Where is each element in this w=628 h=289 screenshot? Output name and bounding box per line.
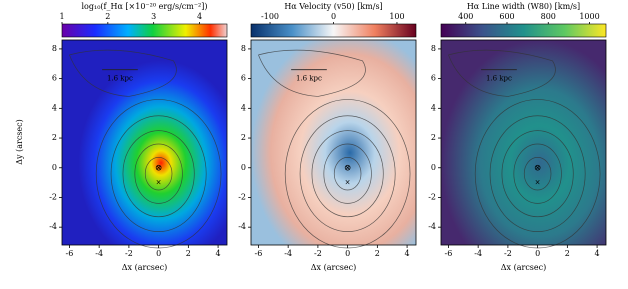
marker: ×	[345, 179, 351, 187]
map-image	[251, 40, 416, 245]
y-tick-label: -4	[49, 222, 57, 231]
x-axis-label: Δx (arcsec)	[311, 263, 356, 272]
y-tick-label: -2	[238, 192, 246, 201]
contour	[523, 157, 552, 191]
marker: ×	[156, 179, 162, 187]
colorbar-label: log₁₀(f_Hα [×10⁻²⁰ erg/s/cm⁻²])	[81, 2, 207, 11]
y-tick-label: 6	[431, 74, 436, 83]
y-tick-label: 0	[52, 163, 57, 172]
colorbar-tick-label: 400	[458, 12, 473, 21]
y-tick-label: 2	[52, 133, 57, 142]
x-tick-label: -2	[314, 249, 322, 258]
y-tick-label: 8	[431, 44, 436, 53]
x-tick-label: -6	[66, 249, 74, 258]
contour	[69, 49, 177, 97]
contour	[513, 143, 562, 204]
y-tick-label: -2	[428, 192, 436, 201]
contour	[333, 157, 362, 191]
y-tick-label: 0	[241, 163, 246, 172]
y-tick-label: 8	[52, 44, 57, 53]
contour	[122, 130, 195, 218]
y-tick-label: 4	[241, 103, 246, 112]
annotation: 1.6 kpc	[296, 75, 322, 83]
map-image	[441, 40, 606, 245]
marker: ⊗	[344, 163, 352, 173]
marker: ⊗	[155, 163, 163, 173]
y-tick-label: -4	[238, 222, 246, 231]
contour	[144, 157, 173, 191]
x-tick-label: 0	[156, 249, 161, 258]
contour	[258, 49, 366, 97]
x-tick-label: -2	[504, 249, 512, 258]
map-image	[62, 40, 227, 245]
colorbar	[61, 23, 228, 38]
y-tick-label: -4	[428, 222, 436, 231]
contour	[110, 115, 207, 232]
colorbar-tick-label: 1	[59, 12, 64, 21]
x-tick-label: 4	[216, 249, 221, 258]
colorbar-tick-label: 100	[389, 12, 404, 21]
contour	[323, 143, 372, 204]
plot-frame	[440, 39, 607, 246]
contour	[448, 49, 556, 97]
plot-frame	[250, 39, 417, 246]
x-tick-label: 4	[405, 249, 410, 258]
marker: ⊗	[534, 163, 542, 173]
annotation: 1.6 kpc	[107, 75, 133, 83]
plot-frame	[61, 39, 228, 246]
x-tick-label: -4	[284, 249, 292, 258]
colorbar-tick-label: -100	[261, 12, 279, 21]
x-tick-label: 2	[375, 249, 380, 258]
y-tick-label: -2	[49, 192, 57, 201]
x-tick-label: 4	[595, 249, 600, 258]
colorbar-tick-label: 3	[151, 12, 156, 21]
colorbar	[250, 23, 417, 38]
y-axis-label: Δy (arcsec)	[15, 119, 24, 164]
colorbar-tick-label: 2	[105, 12, 110, 21]
colorbar-tick-label: 1000	[579, 12, 599, 21]
x-tick-label: 0	[535, 249, 540, 258]
colorbar	[440, 23, 607, 38]
x-tick-label: -6	[445, 249, 453, 258]
contour	[299, 115, 396, 232]
x-tick-label: -4	[474, 249, 482, 258]
annotation: 1.6 kpc	[486, 75, 512, 83]
y-tick-label: 4	[52, 103, 57, 112]
contour	[134, 143, 183, 204]
x-tick-label: -2	[125, 249, 133, 258]
contour	[311, 130, 384, 218]
colorbar-label: Hα Line width (W80) [km/s]	[467, 2, 580, 11]
x-axis-label: Δx (arcsec)	[122, 263, 167, 272]
x-tick-label: -6	[255, 249, 263, 258]
y-tick-label: 6	[52, 74, 57, 83]
colorbar-tick-label: 4	[197, 12, 202, 21]
x-tick-label: -4	[95, 249, 103, 258]
x-tick-label: 0	[345, 249, 350, 258]
y-tick-label: 0	[431, 163, 436, 172]
contour	[501, 130, 574, 218]
x-axis-label: Δx (arcsec)	[501, 263, 546, 272]
y-tick-label: 4	[431, 103, 436, 112]
y-tick-label: 2	[431, 133, 436, 142]
y-tick-label: 6	[241, 74, 246, 83]
colorbar-label: Hα Velocity (v50) [km/s]	[284, 2, 382, 11]
y-tick-label: 2	[241, 133, 246, 142]
contour	[489, 115, 586, 232]
colorbar-tick-label: 600	[499, 12, 514, 21]
colorbar-tick-label: 0	[331, 12, 336, 21]
marker: ×	[535, 179, 541, 187]
x-tick-label: 2	[565, 249, 570, 258]
y-tick-label: 8	[241, 44, 246, 53]
x-tick-label: 2	[186, 249, 191, 258]
colorbar-tick-label: 800	[541, 12, 556, 21]
